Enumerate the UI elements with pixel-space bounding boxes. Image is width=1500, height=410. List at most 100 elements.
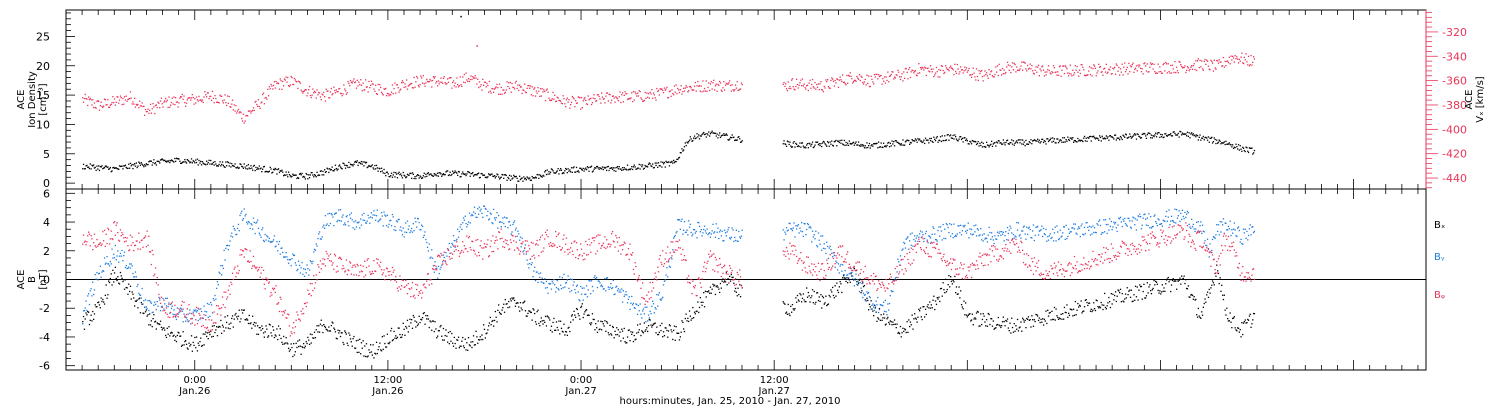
- velocity-series-point: [232, 109, 234, 111]
- velocity-series-point: [703, 87, 706, 90]
- b-series-0-point: [387, 342, 389, 344]
- density-series-point: [1233, 146, 1235, 148]
- b-series-1-point: [156, 300, 158, 303]
- b-series-0-point: [690, 319, 692, 321]
- b-series-1-point: [107, 263, 109, 265]
- density-series-point: [229, 162, 231, 164]
- b-series-1-point: [519, 236, 522, 238]
- velocity-series-point: [639, 91, 641, 93]
- density-series-point: [1206, 137, 1208, 139]
- b-series-0-point: [870, 300, 872, 302]
- density-series-point: [1075, 141, 1077, 143]
- b-series-1-point: [184, 316, 186, 318]
- velocity-series-point: [1007, 64, 1009, 66]
- b-series-0-point: [461, 340, 463, 342]
- velocity-series-point: [868, 85, 871, 88]
- velocity-series-point: [344, 90, 347, 92]
- density-series-point: [1170, 133, 1172, 135]
- b-series-0-point: [395, 335, 397, 337]
- density-series-point: [690, 138, 692, 140]
- b-series-0-point: [975, 318, 977, 320]
- density-series-point: [153, 159, 155, 161]
- velocity-series-point: [908, 68, 910, 71]
- velocity-series-point: [942, 69, 944, 72]
- b-series-1-point: [476, 216, 478, 218]
- b-series-1-point: [165, 297, 167, 299]
- b-series-1-point: [194, 310, 196, 312]
- b-series-1-point: [659, 298, 661, 300]
- density-series-point: [285, 171, 287, 173]
- b-series-0-point: [855, 269, 857, 272]
- velocity-series-point: [104, 99, 106, 101]
- b-series-0-point: [732, 276, 734, 278]
- velocity-series-point: [1063, 72, 1066, 75]
- b-series-1-point: [89, 290, 91, 292]
- b-series-0-point: [326, 329, 328, 331]
- b-series-0-point: [244, 318, 246, 321]
- b-series-1-point: [348, 225, 350, 227]
- density-series-point: [255, 166, 257, 169]
- b-series-1-point: [84, 307, 86, 309]
- density-series-point: [138, 161, 140, 163]
- velocity-series-point: [902, 80, 904, 82]
- velocity-series-point: [1005, 71, 1007, 74]
- b-series-0-point: [544, 321, 546, 323]
- density-series-point: [308, 177, 311, 179]
- b-series-0-point: [366, 356, 368, 358]
- b-series-0-point: [411, 327, 414, 329]
- b-series-0-point: [1131, 300, 1133, 303]
- density-series-point: [555, 171, 558, 173]
- b-series-0-point: [125, 286, 127, 289]
- velocity-series-point: [169, 106, 171, 108]
- velocity-series-point: [1199, 59, 1201, 62]
- velocity-series-point: [1191, 65, 1193, 67]
- density-series-point: [906, 139, 908, 141]
- b-series-0-point: [349, 338, 352, 340]
- velocity-series-point: [946, 68, 948, 70]
- b-series-1-point: [262, 239, 265, 242]
- velocity-series-point: [186, 99, 188, 101]
- b-series-1-point: [403, 236, 405, 238]
- density-series-point: [911, 139, 913, 141]
- density-series-point: [294, 174, 296, 176]
- b-series-1-point: [412, 223, 414, 225]
- b-series-1-point: [446, 255, 448, 257]
- b-series-0-point: [1096, 300, 1098, 302]
- b-series-0-point: [898, 331, 900, 334]
- velocity-series-point: [631, 92, 633, 94]
- b-series-0-point: [816, 292, 818, 294]
- velocity-series-point: [426, 80, 429, 83]
- velocity-series-point: [513, 86, 515, 89]
- b-series-0-point: [108, 280, 110, 282]
- density-series-point: [604, 167, 606, 169]
- velocity-series-point: [513, 88, 516, 90]
- density-series-point: [836, 145, 838, 147]
- velocity-series-point: [519, 84, 521, 86]
- velocity-series-point: [1167, 63, 1169, 65]
- b-series-1-point: [176, 307, 178, 309]
- b-series-0-point: [184, 340, 186, 343]
- density-series-point: [252, 165, 255, 167]
- density-series-point: [492, 175, 494, 177]
- velocity-series-point: [559, 99, 561, 102]
- b-series-1-point: [518, 233, 520, 235]
- b-series-0-point: [384, 342, 386, 345]
- b-series-0-point: [1073, 314, 1076, 316]
- b-series-0-point: [1242, 322, 1245, 324]
- density-series-point: [1144, 133, 1146, 135]
- density-series-point: [684, 142, 686, 144]
- b-series-0-point: [913, 318, 915, 320]
- density-series-point: [330, 168, 332, 171]
- velocity-series-point: [901, 73, 903, 75]
- density-series-point: [820, 143, 822, 145]
- density-series-point: [113, 166, 115, 169]
- b-series-0-point: [1052, 318, 1055, 321]
- b-series-0-point: [1228, 320, 1230, 322]
- b-series-1-point: [575, 292, 577, 294]
- velocity-series-point: [948, 70, 950, 72]
- velocity-series-point: [1181, 65, 1183, 68]
- velocity-series-point: [584, 97, 586, 99]
- density-series-point: [181, 161, 183, 164]
- b-series-0-point: [557, 329, 559, 331]
- density-series-point: [94, 166, 96, 169]
